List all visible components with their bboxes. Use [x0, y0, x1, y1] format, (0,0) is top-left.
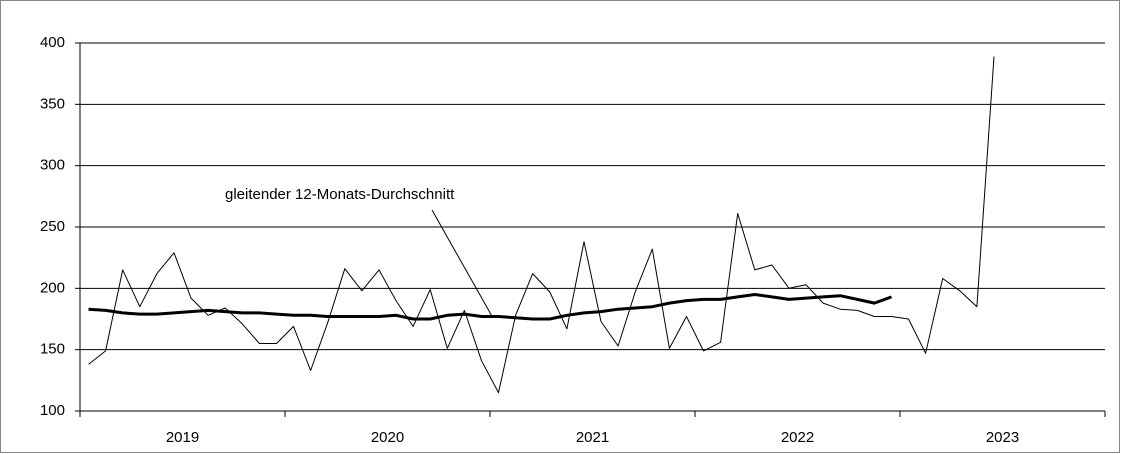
y-tick-label: 250 [40, 218, 65, 235]
y-tick-label: 300 [40, 157, 65, 174]
y-tick-label: 350 [40, 95, 65, 112]
x-tick-label: 2022 [781, 429, 814, 446]
annotation: gleitender 12-Monats-Durchschnitt [225, 186, 455, 203]
series-line [88, 293, 893, 321]
x-tick-label: 2021 [576, 429, 609, 446]
y-tick-label: 100 [40, 402, 65, 419]
x-tick-label: 2019 [166, 429, 199, 446]
y-tick-label: 200 [40, 279, 65, 296]
x-tick-label: 2023 [986, 429, 1019, 446]
x-tick-label: 2020 [371, 429, 404, 446]
y-tick-label: 150 [40, 341, 65, 358]
series-line [88, 56, 995, 394]
y-tick-label: 400 [40, 34, 65, 51]
annotation-leader [431, 209, 494, 319]
